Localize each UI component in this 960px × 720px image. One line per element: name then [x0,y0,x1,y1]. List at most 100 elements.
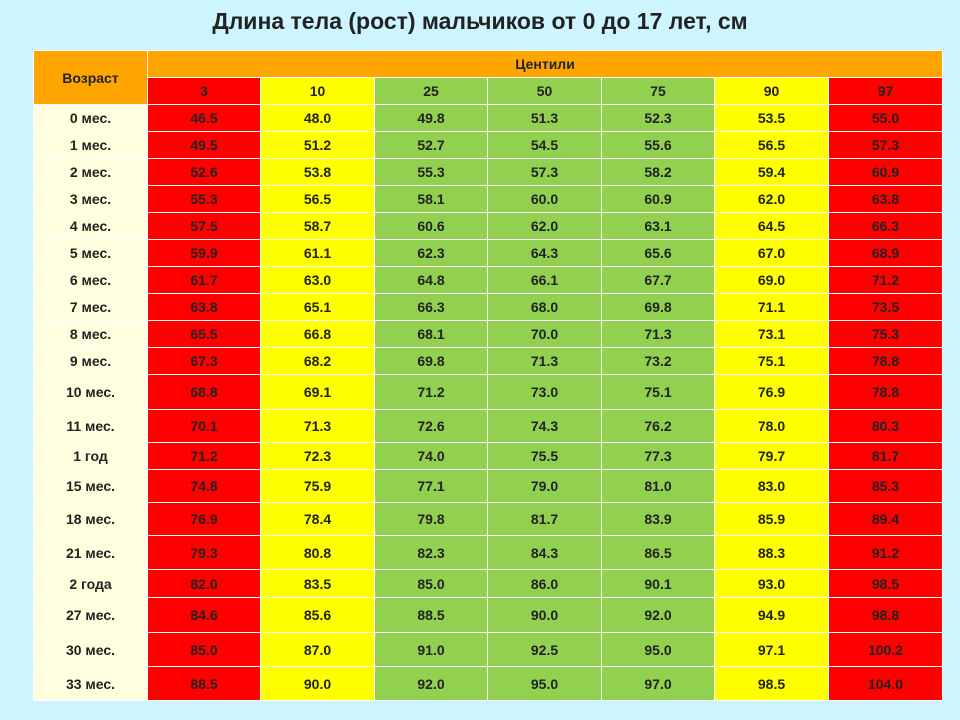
age-cell: 5 мес. [33,239,148,267]
value-cell: 71.3 [260,409,375,443]
age-cell: 3 мес. [33,185,148,213]
value-cell: 68.1 [374,320,488,348]
value-cell: 88.5 [374,597,488,633]
age-cell: 4 мес. [33,212,148,240]
value-cell: 49.8 [374,104,488,132]
value-cell: 79.3 [147,535,261,570]
value-cell: 85.0 [374,569,488,598]
value-cell: 85.9 [714,502,829,536]
value-cell: 65.1 [260,293,375,321]
centile-header-row: 3 10 25 50 75 90 97 [34,77,944,105]
table-row: 8 мес. 65.5 66.8 68.1 70.0 71.3 73.1 75.3 [33,320,944,348]
table-row: 1 мес. 49.5 51.2 52.7 54.5 55.6 56.5 57.3 [33,131,944,159]
value-cell: 89.4 [827,502,944,536]
age-cell: 11 мес. [33,409,148,443]
age-cell: 0 мес. [33,104,148,132]
value-cell: 55.3 [374,158,488,186]
value-cell: 56.5 [714,131,829,159]
age-cell: 2 года [33,569,148,598]
value-cell: 61.1 [260,239,375,267]
value-cell: 71.2 [374,374,488,410]
table-row: 4 мес. 57.5 58.7 60.6 62.0 63.1 64.5 66.3 [33,212,944,240]
value-cell: 82.0 [147,569,261,598]
value-cell: 69.8 [601,293,715,321]
age-cell: 33 мес. [33,666,148,701]
table-row: 1 год 71.2 72.3 74.0 75.5 77.3 79.7 81.7 [33,442,944,470]
table-row: 7 мес. 63.8 65.1 66.3 68.0 69.8 71.1 73.5 [33,293,944,321]
value-cell: 71.2 [147,442,261,470]
value-cell: 97.1 [714,632,829,667]
table-row: 27 мес. 84.6 85.6 88.5 90.0 92.0 94.9 98.8 [33,597,944,633]
value-cell: 98.8 [827,597,944,633]
value-cell: 65.5 [147,320,261,348]
age-cell: 7 мес. [33,293,148,321]
value-cell: 66.1 [487,266,602,294]
age-column-header: Возраст [33,50,148,105]
page-title: Длина тела (рост) мальчиков от 0 до 17 л… [212,8,748,34]
value-cell: 58.2 [601,158,715,186]
table-row: 18 мес. 76.9 78.4 79.8 81.7 83.9 85.9 89.4 [33,502,944,536]
value-cell: 71.2 [827,266,944,294]
centile-header: 3 [147,77,261,105]
value-cell: 94.9 [714,597,829,633]
value-cell: 83.5 [260,569,375,598]
centile-header: 75 [601,77,715,105]
value-cell: 56.5 [260,185,375,213]
value-cell: 51.2 [260,131,375,159]
value-cell: 64.8 [374,266,488,294]
table-row: 30 мес. 85.0 87.0 91.0 92.5 95.0 97.1 100.2 [33,632,944,667]
value-cell: 92.0 [601,597,715,633]
age-cell: 9 мес. [33,347,148,375]
age-cell: 8 мес. [33,320,148,348]
value-cell: 62.3 [374,239,488,267]
age-cell: 15 мес. [33,469,148,503]
value-cell: 87.0 [260,632,375,667]
value-cell: 90.1 [601,569,715,598]
value-cell: 68.0 [487,293,602,321]
value-cell: 73.0 [487,374,602,410]
value-cell: 82.3 [374,535,488,570]
value-cell: 63.1 [601,212,715,240]
value-cell: 57.3 [487,158,602,186]
value-cell: 78.4 [260,502,375,536]
centile-header: 25 [374,77,488,105]
value-cell: 85.0 [147,632,261,667]
centile-header: 50 [487,77,602,105]
value-cell: 75.1 [714,347,829,375]
value-cell: 62.0 [714,185,829,213]
value-cell: 91.2 [827,535,944,570]
value-cell: 49.5 [147,131,261,159]
centile-header: 97 [827,77,944,105]
age-cell: 30 мес. [33,632,148,667]
value-cell: 53.8 [260,158,375,186]
value-cell: 59.9 [147,239,261,267]
value-cell: 75.1 [601,374,715,410]
value-cell: 69.0 [714,266,829,294]
value-cell: 92.0 [374,666,488,701]
value-cell: 79.7 [714,442,829,470]
age-cell: 2 мес. [33,158,148,186]
value-cell: 60.0 [487,185,602,213]
value-cell: 74.3 [487,409,602,443]
centiles-header: Центили [146,50,944,78]
value-cell: 76.9 [714,374,829,410]
value-cell: 77.1 [374,469,488,503]
value-cell: 64.3 [487,239,602,267]
value-cell: 67.3 [147,347,261,375]
value-cell: 73.1 [714,320,829,348]
value-cell: 78.8 [827,347,944,375]
value-cell: 69.8 [374,347,488,375]
value-cell: 74.0 [374,442,488,470]
value-cell: 85.6 [260,597,375,633]
value-cell: 83.0 [714,469,829,503]
value-cell: 63.8 [147,293,261,321]
age-cell: 18 мес. [33,502,148,536]
value-cell: 79.0 [487,469,602,503]
value-cell: 66.3 [827,212,944,240]
value-cell: 67.7 [601,266,715,294]
value-cell: 95.0 [601,632,715,667]
value-cell: 52.3 [601,104,715,132]
age-cell: 10 мес. [33,374,148,410]
value-cell: 52.6 [147,158,261,186]
table-row: 10 мес. 68.8 69.1 71.2 73.0 75.1 76.9 78.8 [33,374,944,410]
